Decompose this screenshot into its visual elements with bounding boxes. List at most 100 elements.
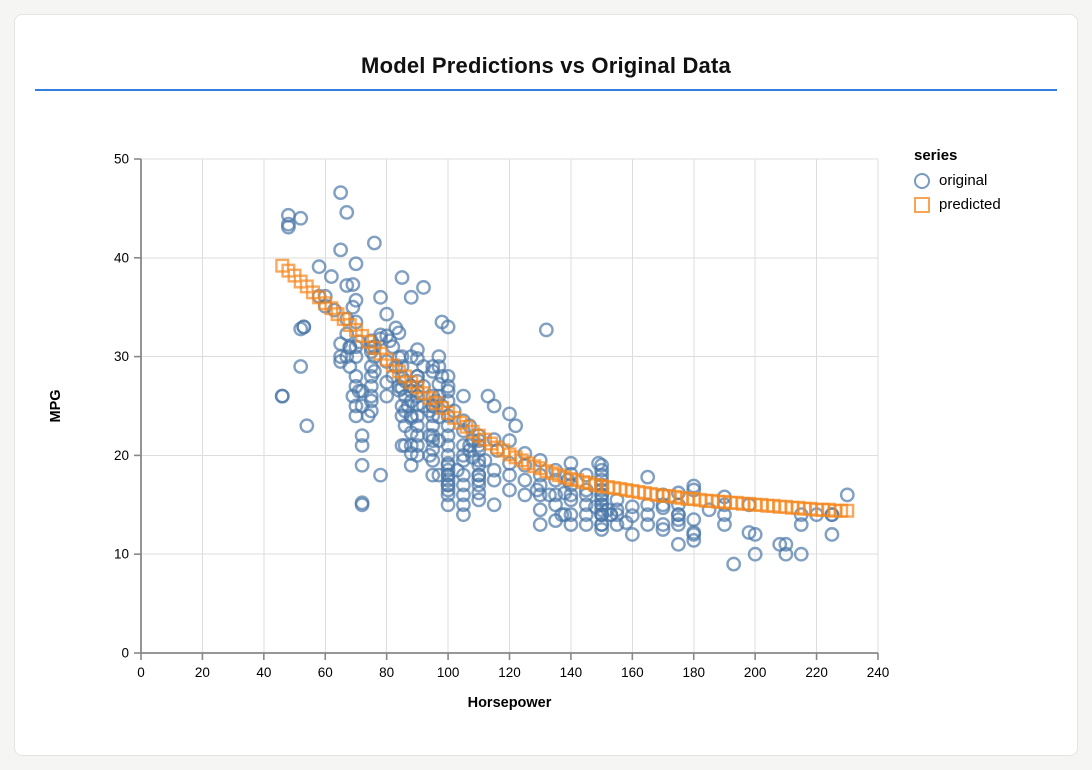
legend-item-label: predicted: [939, 196, 1001, 213]
original-point: [532, 517, 548, 532]
original-point: [655, 522, 671, 537]
original-point: [563, 507, 579, 523]
original-point: [440, 497, 456, 513]
original-point: [594, 462, 610, 478]
original-point: [425, 452, 441, 468]
original-point: [440, 447, 456, 463]
original-point: [548, 487, 563, 503]
original-point: [348, 349, 364, 364]
original-point: [594, 522, 610, 537]
original-point: [373, 467, 388, 483]
original-point: [824, 527, 840, 542]
original-point: [379, 388, 395, 404]
original-point: [517, 472, 533, 488]
original-point: [640, 517, 656, 532]
original-point: [296, 319, 312, 335]
original-point: [440, 482, 456, 498]
original-point: [563, 517, 579, 532]
original-point: [333, 185, 349, 200]
original-point: [440, 319, 456, 335]
original-point: [532, 477, 548, 493]
chart-area: 0 20 40 60 80 100 120 140 160 180 200 220 240 0 10 20 30…: [15, 91, 1077, 755]
original-point: [538, 322, 554, 338]
original-point: [299, 418, 315, 434]
original-point: [477, 452, 493, 468]
original-point: [640, 469, 656, 485]
original-point: [354, 457, 370, 473]
original-point: [456, 467, 471, 483]
y-tick-label: 20: [114, 448, 129, 463]
original-point: [486, 497, 502, 513]
original-point: [354, 428, 370, 444]
original-point: [456, 497, 471, 513]
original-point: [425, 467, 441, 483]
original-point: [578, 497, 594, 513]
original-point: [274, 388, 290, 404]
legend-item-original: original: [914, 172, 1064, 189]
original-point: [609, 517, 625, 532]
original-point: [363, 388, 379, 404]
original-point: [394, 270, 410, 285]
original-point: [563, 492, 579, 508]
y-axis-title: MPG: [48, 389, 64, 422]
original-point: [431, 349, 447, 364]
original-point: [640, 507, 656, 523]
original-point: [440, 428, 456, 444]
original-point: [471, 452, 487, 468]
original-point: [354, 438, 370, 453]
legend-title: series: [914, 147, 958, 164]
original-point: [471, 485, 487, 501]
original-point: [394, 349, 410, 364]
x-tick-label: 140: [560, 665, 583, 680]
x-tick-label: 60: [318, 665, 333, 680]
original-point: [670, 536, 686, 552]
original-point: [348, 398, 364, 414]
original-point: [345, 277, 361, 292]
chart-title: Model Predictions vs Original Data: [361, 53, 731, 78]
original-point: [409, 418, 425, 434]
original-point: [486, 462, 502, 478]
original-point: [839, 487, 855, 503]
original-point: [747, 546, 763, 562]
original-point: [717, 517, 732, 532]
original-point: [471, 492, 487, 508]
predicted-series-swatch-icon: [914, 196, 930, 213]
predicted-points-layer: [275, 258, 855, 518]
y-tick-label: 30: [114, 349, 129, 364]
original-point: [624, 508, 640, 524]
original-point: [363, 378, 379, 394]
original-point: [403, 289, 419, 305]
original-point: [339, 278, 355, 293]
original-point: [670, 517, 686, 532]
original-point: [348, 256, 364, 272]
original-point: [440, 487, 456, 503]
original-series-swatch-icon: [914, 172, 930, 189]
original-point: [670, 507, 686, 523]
original-point: [624, 499, 640, 515]
original-point: [456, 477, 471, 493]
original-point: [348, 292, 364, 308]
original-point: [609, 502, 625, 518]
original-point: [333, 349, 349, 364]
original-point: [609, 507, 625, 523]
original-point: [373, 289, 388, 305]
original-point: [293, 359, 309, 374]
original-points-layer: [274, 185, 855, 572]
x-tick-label: 40: [256, 665, 271, 680]
original-point: [778, 536, 794, 552]
original-point: [366, 364, 382, 379]
legend: series original predicted: [914, 147, 1064, 220]
original-point: [440, 368, 456, 384]
original-point: [563, 455, 579, 471]
y-tick-label: 40: [114, 250, 129, 265]
original-point: [532, 502, 548, 518]
x-tick-label: 80: [379, 665, 394, 680]
original-point: [440, 472, 456, 488]
original-point: [624, 527, 640, 542]
x-tick-label: 160: [621, 665, 644, 680]
chart-card: Model Predictions vs Original Data 0 20 40…: [14, 14, 1078, 756]
x-tick-label: 20: [195, 665, 210, 680]
chart-svg: 0 20 40 60 80 100 120 140 160 180 200 220 240 0 10 20 30…: [48, 152, 889, 712]
original-point: [747, 527, 763, 542]
x-tick-label: 0: [137, 665, 145, 680]
